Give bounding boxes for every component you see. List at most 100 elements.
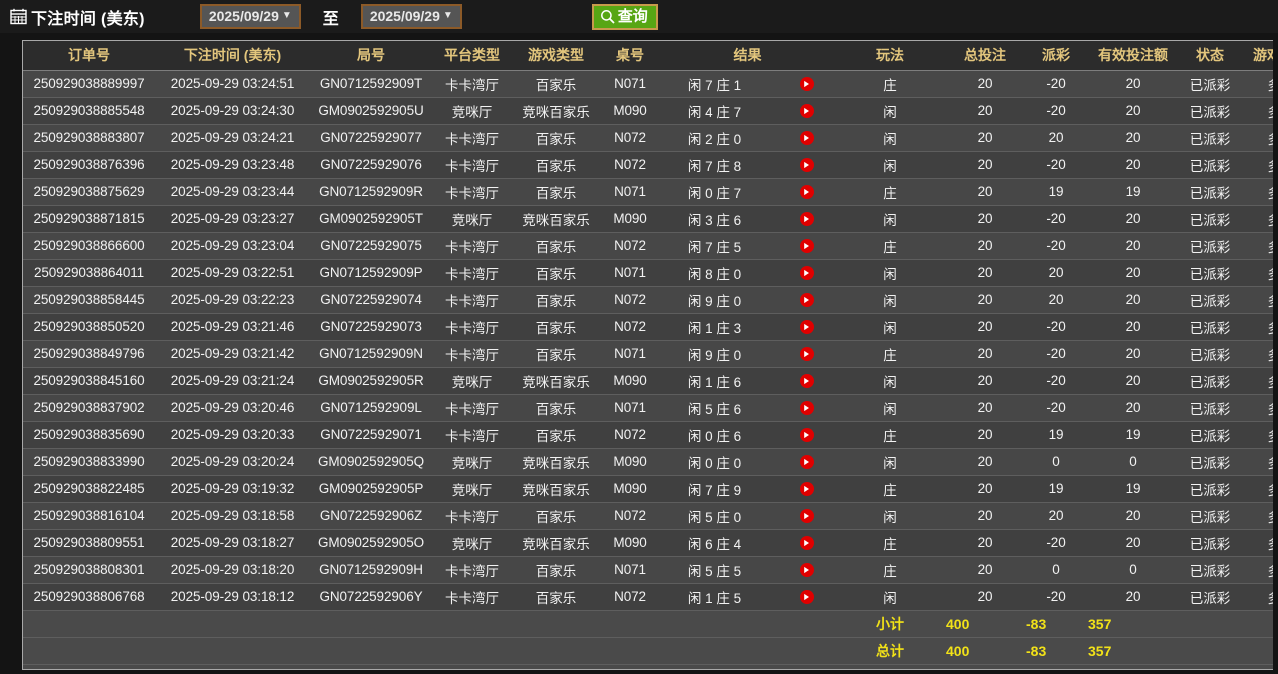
- cell-status: 已派彩: [1179, 502, 1241, 530]
- table-row[interactable]: 250929038866600 2025-09-29 03:23:04 GN0722…: [23, 232, 1273, 260]
- cell-bet-time: 2025-09-29 03:21:46: [155, 313, 310, 341]
- cell-payout: -20: [1025, 97, 1087, 125]
- query-button[interactable]: 查询: [591, 3, 658, 30]
- play-video-icon[interactable]: [799, 265, 814, 280]
- cell-table-no: N072: [600, 232, 660, 260]
- cell-platform-type: 卡卡湾厅: [432, 70, 512, 98]
- cell-bet-time: 2025-09-29 03:20:46: [155, 394, 310, 422]
- col-table-no[interactable]: 桌号: [600, 41, 660, 71]
- col-payout[interactable]: 派彩: [1025, 41, 1087, 71]
- cell-total-bet: 20: [945, 313, 1025, 341]
- col-valid-bet[interactable]: 有效投注额: [1087, 41, 1179, 71]
- col-game-type[interactable]: 游戏类型: [512, 41, 600, 71]
- cell-status: 已派彩: [1179, 394, 1241, 422]
- date-from-picker[interactable]: 2025/09/29 ▼: [199, 4, 301, 29]
- table-row[interactable]: 250929038875629 2025-09-29 03:23:44 GN0712…: [23, 178, 1273, 206]
- cell-round-no: GN0712592909T: [310, 70, 432, 98]
- cell-game-type: 竞咪百家乐: [512, 529, 600, 557]
- cell-play-type: 闲: [835, 205, 945, 233]
- cell-game-type: 百家乐: [512, 124, 600, 152]
- cell-order-no: 250929038833990: [23, 448, 155, 476]
- table-row[interactable]: 250929038837902 2025-09-29 03:20:46 GN0712…: [23, 394, 1273, 422]
- play-video-icon[interactable]: [799, 157, 814, 172]
- cell-game-mode: 多台: [1241, 70, 1273, 98]
- play-video-icon[interactable]: [799, 130, 814, 145]
- play-video-icon[interactable]: [799, 373, 814, 388]
- table-row[interactable]: 250929038850520 2025-09-29 03:21:46 GN0722…: [23, 313, 1273, 341]
- cell-order-no: 250929038822485: [23, 475, 155, 503]
- table-row[interactable]: 250929038885548 2025-09-29 03:24:30 GM0902…: [23, 97, 1273, 125]
- table-row[interactable]: 250929038835690 2025-09-29 03:20:33 GN0722…: [23, 421, 1273, 449]
- date-to-picker[interactable]: 2025/09/29 ▼: [360, 4, 462, 29]
- table-row[interactable]: 250929038864011 2025-09-29 03:22:51 GN0712…: [23, 259, 1273, 287]
- table-row[interactable]: 250929038889997 2025-09-29 03:24:51 GN0712…: [23, 70, 1273, 98]
- table-row[interactable]: 250929038858445 2025-09-29 03:22:23 GN0722…: [23, 286, 1273, 314]
- table-row[interactable]: 250929038845160 2025-09-29 03:21:24 GM0902…: [23, 367, 1273, 395]
- play-video-icon[interactable]: [799, 589, 814, 604]
- cell-payout: 0: [1025, 448, 1087, 476]
- play-video-icon[interactable]: [799, 508, 814, 523]
- table-row[interactable]: 250929038822485 2025-09-29 03:19:32 GM0902…: [23, 475, 1273, 503]
- cell-round-no: GM0902592905U: [310, 97, 432, 125]
- cell-order-no: 250929038858445: [23, 286, 155, 314]
- play-video-icon[interactable]: [799, 211, 814, 226]
- col-total-bet[interactable]: 总投注: [945, 41, 1025, 71]
- table-row[interactable]: 250929038849796 2025-09-29 03:21:42 GN0712…: [23, 340, 1273, 368]
- table-row[interactable]: 250929038816104 2025-09-29 03:18:58 GN0722…: [23, 502, 1273, 530]
- cell-play-type: 庄: [835, 232, 945, 260]
- table-row[interactable]: 250929038806768 2025-09-29 03:18:12 GN0722…: [23, 583, 1273, 611]
- play-video-icon[interactable]: [799, 535, 814, 550]
- cell-game-type: 百家乐: [512, 70, 600, 98]
- table-row[interactable]: 250929038883807 2025-09-29 03:24:21 GN0722…: [23, 124, 1273, 152]
- play-video-icon[interactable]: [799, 238, 814, 253]
- cell-play-type: 闲: [835, 151, 945, 179]
- cell-valid-bet: 0: [1087, 556, 1179, 584]
- col-round-no[interactable]: 局号: [310, 41, 432, 71]
- play-video-icon[interactable]: [799, 103, 814, 118]
- play-video-icon[interactable]: [799, 292, 814, 307]
- col-play-type[interactable]: 玩法: [835, 41, 945, 71]
- play-video-icon[interactable]: [799, 184, 814, 199]
- cell-bet-time: 2025-09-29 03:20:24: [155, 448, 310, 476]
- cell-order-no: 250929038876396: [23, 151, 155, 179]
- cell-platform-type: 卡卡湾厅: [432, 313, 512, 341]
- subtotal-row-status: [1179, 610, 1241, 638]
- table-row[interactable]: 250929038808301 2025-09-29 03:18:20 GN0712…: [23, 556, 1273, 584]
- col-platform-type[interactable]: 平台类型: [432, 41, 512, 71]
- col-status[interactable]: 状态: [1179, 41, 1241, 71]
- cell-payout: -20: [1025, 583, 1087, 611]
- table-row[interactable]: 250929038876396 2025-09-29 03:23:48 GN0722…: [23, 151, 1273, 179]
- play-video-icon[interactable]: [799, 319, 814, 334]
- play-video-icon[interactable]: [799, 427, 814, 442]
- table-row[interactable]: 250929038809551 2025-09-29 03:18:27 GM0902…: [23, 529, 1273, 557]
- play-video-icon[interactable]: [799, 346, 814, 361]
- table-row[interactable]: 250929038871815 2025-09-29 03:23:27 GM0902…: [23, 205, 1273, 233]
- cell-valid-bet: 0: [1087, 448, 1179, 476]
- grandtotal-row-label: 总计: [835, 637, 945, 665]
- play-video-icon[interactable]: [799, 562, 814, 577]
- cell-platform-type: 卡卡湾厅: [432, 583, 512, 611]
- play-video-icon[interactable]: [799, 76, 814, 91]
- cell-bet-time: 2025-09-29 03:18:58: [155, 502, 310, 530]
- col-bet-time[interactable]: 下注时间 (美东): [155, 41, 310, 71]
- col-result[interactable]: 结果: [660, 41, 835, 71]
- play-video-icon[interactable]: [799, 400, 814, 415]
- subtotal-row-total-bet: 400: [945, 610, 1025, 638]
- col-game-mode[interactable]: 游戏模式: [1241, 41, 1273, 71]
- play-video-icon[interactable]: [799, 454, 814, 469]
- table-footer: 小计 400 -83 357 总计 400 -83 357: [23, 610, 1273, 665]
- table-row[interactable]: 250929038833990 2025-09-29 03:20:24 GM0902…: [23, 448, 1273, 476]
- cell-order-no: 250929038875629: [23, 178, 155, 206]
- cell-status: 已派彩: [1179, 475, 1241, 503]
- cell-result: 闲 7 庄 9: [660, 475, 835, 503]
- chevron-down-icon: ▼: [442, 10, 453, 21]
- col-order-no[interactable]: 订单号: [23, 41, 155, 71]
- cell-valid-bet: 20: [1087, 286, 1179, 314]
- cell-game-mode: 多台: [1241, 529, 1273, 557]
- result-text: 闲 5 庄 6: [687, 401, 742, 417]
- cell-payout: 20: [1025, 286, 1087, 314]
- play-video-icon[interactable]: [799, 481, 814, 496]
- cell-play-type: 闲: [835, 502, 945, 530]
- cell-game-type: 百家乐: [512, 421, 600, 449]
- cell-game-mode: 多台: [1241, 178, 1273, 206]
